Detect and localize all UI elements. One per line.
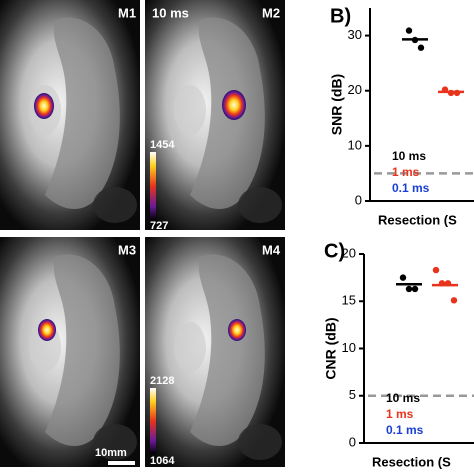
data-point [450,297,458,304]
colorbar-min: 727 [150,220,168,232]
legend-entry: 1 ms [392,165,420,179]
panel-label: M3 [118,242,136,257]
legend-entry: 0.1 ms [392,181,430,195]
legend-entry: 0.1 ms [386,423,424,437]
colorbar [150,388,156,454]
y-tick-label: 15 [342,293,356,308]
panel-label: C) [324,240,345,262]
x-axis-label: Resection (S [372,454,451,469]
colorbar [150,152,156,220]
x-axis-label: Resection (S [378,212,457,227]
y-tick-label: 10 [348,137,362,152]
data-point [405,27,413,34]
colorbar-max: 2128 [150,375,174,387]
data-point [405,285,413,293]
image-m4 [145,237,285,467]
data-point [417,44,425,51]
panel-label: M1 [118,5,136,20]
exposure-label: 10 ms [152,5,189,20]
y-tick-label: 20 [348,82,362,97]
y-tick-label: 30 [348,27,362,42]
legend-entry: 10 ms [392,149,426,163]
colorbar-min: 1064 [150,455,175,467]
image-m1 [0,0,140,230]
legend-entry: 10 ms [386,391,420,405]
image-m3 [0,237,140,467]
y-axis-label: SNR (dB) [329,74,345,135]
data-point [432,266,440,274]
scale-bar [108,461,135,465]
panel-label: B) [330,5,351,27]
colorbar-max: 1454 [150,139,175,151]
legend-entry: 1 ms [386,407,414,421]
y-axis-label: CNR (dB) [323,317,339,379]
panel-label: M4 [262,242,281,257]
image-m2 [145,0,285,230]
data-point [411,285,419,293]
y-tick-label: 5 [349,387,356,402]
y-tick-label: 20 [342,245,356,260]
data-point [399,274,407,281]
y-tick-label: 10 [342,340,356,355]
y-tick-label: 0 [349,434,356,449]
y-tick-label: 0 [355,192,362,207]
panel-label: M2 [262,5,280,20]
scale-bar-label: 10mm [95,447,127,459]
